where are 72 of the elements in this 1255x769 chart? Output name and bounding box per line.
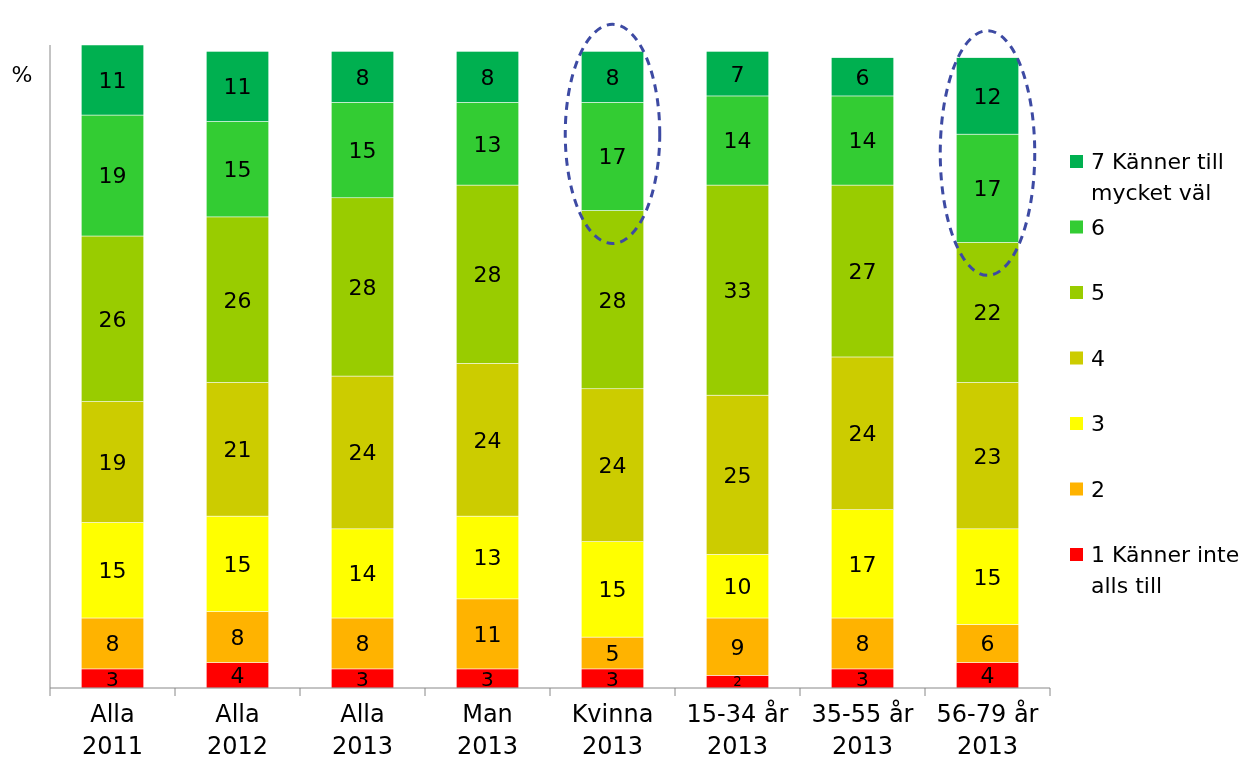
data-label: 17 (973, 176, 1002, 202)
data-label: 15 (348, 137, 377, 163)
data-label: 15 (223, 551, 252, 577)
data-label: 14 (848, 128, 877, 154)
data-label: 3 (356, 666, 369, 691)
legend-label: 6 (1091, 214, 1105, 240)
data-label: 19 (98, 449, 127, 475)
data-label: 23 (973, 443, 1002, 469)
data-label: 8 (480, 64, 495, 90)
data-label: 24 (473, 427, 502, 453)
data-label: 11 (223, 74, 252, 100)
x-tick-label: Alla 2013 (331, 700, 394, 760)
data-label: 7 (730, 61, 745, 87)
data-label: 17 (598, 144, 627, 170)
legend-label: 3 (1091, 411, 1105, 436)
data-label: 3 (606, 666, 619, 691)
data-label: 6 (980, 631, 995, 657)
data-label: 5 (605, 640, 620, 666)
data-label: 28 (598, 287, 627, 313)
data-label: 14 (723, 128, 752, 154)
data-label: 24 (598, 453, 627, 479)
data-label: 8 (355, 64, 370, 90)
data-label: 19 (98, 163, 127, 189)
legend-label: 7 Känner till mycket väl (1091, 149, 1224, 205)
y-axis-title: % (11, 62, 33, 87)
data-label: 24 (848, 421, 877, 447)
data-label: 26 (223, 287, 252, 313)
data-label: 24 (348, 440, 377, 466)
x-tick-label: Alla 2012 (206, 700, 269, 760)
data-label: 27 (848, 258, 877, 284)
data-label: 4 (230, 663, 245, 689)
x-tick-label: Kvinna 2013 (571, 700, 654, 760)
data-label: 12 (973, 83, 1002, 109)
x-tick-label: 35-55 år 2013 (811, 699, 914, 760)
data-label: 2 (733, 674, 742, 690)
data-label: 15 (223, 157, 252, 183)
data-label: 14 (348, 561, 377, 587)
data-label: 17 (848, 551, 877, 577)
data-label: 4 (980, 663, 995, 689)
data-label: 15 (98, 558, 127, 584)
data-label: 15 (598, 577, 627, 603)
data-label: 9 (730, 634, 745, 660)
data-label: 13 (473, 131, 502, 157)
data-label: 15 (973, 564, 1002, 590)
data-label: 21 (223, 437, 252, 463)
data-label: 3 (106, 666, 119, 691)
data-label: 11 (98, 67, 127, 93)
data-label: 11 (473, 621, 502, 647)
x-tick-label: Alla 2011 (81, 700, 144, 760)
legend-label: 4 (1091, 345, 1105, 371)
data-label: 28 (473, 262, 502, 288)
legend-label: 1 Känner inte alls till (1091, 542, 1240, 598)
legend-label: 5 (1091, 280, 1105, 305)
data-label: 3 (856, 666, 869, 691)
data-label: 25 (723, 462, 752, 488)
data-label: 22 (973, 300, 1002, 326)
data-label: 10 (723, 574, 752, 600)
data-label: 8 (855, 631, 870, 657)
data-label: 33 (723, 278, 752, 304)
data-label: 8 (105, 631, 120, 657)
x-tick-label: 15-34 år 2013 (686, 699, 789, 760)
data-label: 3 (481, 666, 494, 691)
data-label: 6 (855, 64, 870, 90)
x-tick-label: 56-79 år 2013 (936, 699, 1039, 760)
x-tick-label: Man 2013 (456, 700, 519, 760)
legend-label: 2 (1091, 476, 1105, 502)
data-label: 13 (473, 545, 502, 571)
data-label: 8 (230, 624, 245, 650)
data-label: 26 (98, 306, 127, 332)
data-label: 8 (605, 64, 620, 90)
data-label: 8 (355, 631, 370, 657)
data-label: 28 (348, 274, 377, 300)
